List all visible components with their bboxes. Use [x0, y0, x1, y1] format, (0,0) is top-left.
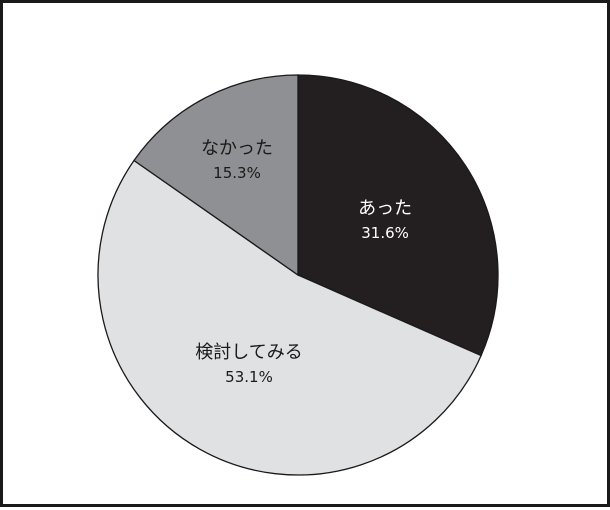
- slice-percent-1: 31.6%: [361, 224, 409, 242]
- pie-slices: [97, 74, 499, 476]
- slice-percent-3: 15.3%: [213, 164, 261, 182]
- pie-labels: あった 31.6% 検討してみる 53.1% なかった 15.3%: [195, 138, 412, 386]
- pie-slice-2: [97, 159, 482, 476]
- slice-percent-2: 53.1%: [225, 368, 273, 386]
- slice-label-2: 検討してみる: [195, 342, 302, 363]
- pie-slice-3: [133, 74, 299, 277]
- pie-chart: あった 31.6% 検討してみる 53.1% なかった 15.3%: [97, 74, 499, 476]
- slice-label-3: なかった: [201, 138, 273, 159]
- slice-label-1: あった: [358, 198, 412, 219]
- pie-slice-1: [297, 74, 499, 357]
